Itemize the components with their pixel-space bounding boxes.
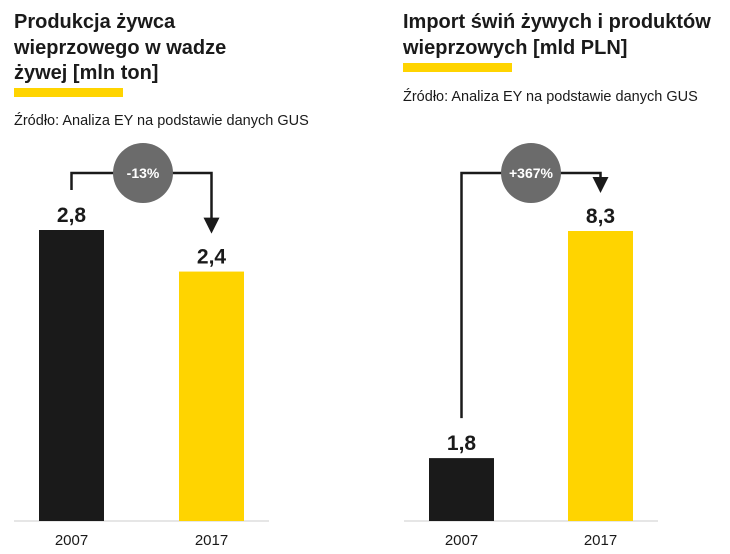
change-label: +367% [509,165,554,181]
source-note: Źródło: Analiza EY na podstawie danych G… [14,113,309,129]
arrow-head-icon [203,217,220,234]
title-accent-bar [14,88,123,97]
data-label: 8,3 [586,205,615,228]
bar-2017 [568,231,633,521]
x-tick-label: 2007 [445,532,478,549]
x-tick-label: 2017 [584,532,617,549]
x-tick-label: 2007 [55,532,88,549]
bar-2017 [179,271,244,521]
chart-title: Import świń żywych i produktów wieprzowy… [403,11,711,59]
source-note: Źródło: Analiza EY na podstawie danych G… [403,89,698,105]
bar-chart-production: 2,8 2007 2,4 2017 -13% [14,143,269,549]
plot-area: 1,8 2007 8,3 2017 +367% [404,143,658,549]
bar-chart-import: 1,8 2007 8,3 2017 +367% [404,143,658,549]
chart-panel-import: Import świń żywych i produktów wieprzowy… [365,0,730,554]
x-tick-label: 2017 [195,532,228,549]
bar-2007 [39,230,104,521]
chart-panel-production: Produkcja żywca wieprzowego w wadze żywe… [14,11,309,549]
change-label: -13% [127,165,160,181]
data-label: 2,4 [197,246,227,269]
change-badge [113,143,173,203]
arrow-head-icon [592,177,609,193]
bar-2007 [429,458,494,521]
data-label: 2,8 [57,204,87,227]
plot-area: 2,8 2007 2,4 2017 -13% [14,143,269,549]
title-accent-bar [403,63,512,72]
change-badge [501,143,561,203]
data-label: 1,8 [447,432,477,455]
chart-title: Produkcja żywca wieprzowego w wadze żywe… [14,11,227,84]
